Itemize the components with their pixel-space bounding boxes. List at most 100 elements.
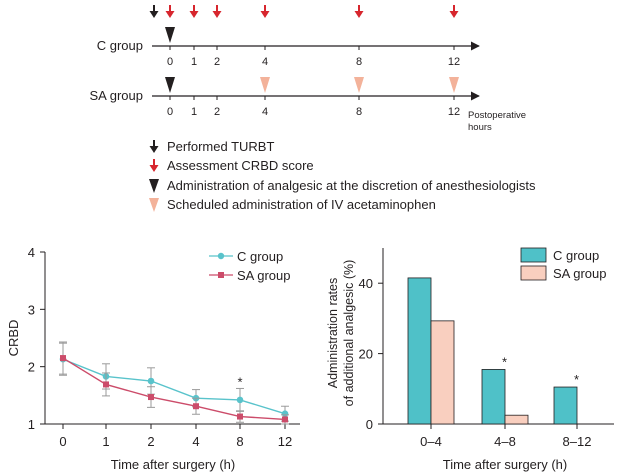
salmon-swatch-icon [520,265,547,281]
line-chart-y-ticks: 1 2 3 4 [28,245,45,432]
line-point-sa-group [237,413,243,420]
line-series-c-group [59,342,289,422]
bar-chart-annotations: ** [502,354,579,387]
line-point-sa-group [103,381,109,388]
pink-square-icon [218,272,224,278]
timeline-tick-label: 4 [262,56,268,68]
timeline-tick-label: 1 [191,56,197,68]
line-point-sa-group [282,416,288,423]
assessment-arrow-icon [449,5,459,18]
line-chart-series [59,341,289,425]
timeline-tick-label: 0 [167,56,173,68]
bar-y-tick-label: 0 [366,417,373,432]
salmon-triangle-down-icon [260,77,270,93]
assessment-arrow-icon [189,5,199,18]
line-x-tick-label: 12 [278,434,292,449]
line-chart-y-label: CRBD [6,320,21,357]
bar-c-group [553,386,578,425]
significance-star: * [574,372,579,387]
line-x-tick-label: 4 [192,434,199,449]
teal-circle-icon [217,252,225,260]
timeline-tick-label: 4 [262,106,268,118]
bar-legend-sa-group: SA group [520,265,607,281]
line-x-tick-label: 2 [147,434,154,449]
bar-x-tick-label: 0–4 [420,434,442,449]
bar-y-tick-label: 20 [359,347,373,362]
assessment-markers [165,5,459,18]
analgesic-bar-chart: 0 20 40 0–4 4–8 8–12 Administration rates of… [326,247,614,472]
assessment-arrow-icon [212,5,222,18]
salmon-triangle-down-icon [149,198,159,212]
assessment-arrow-icon [354,5,364,18]
black-triangle-down-icon [165,77,175,93]
bar-c-group [481,369,506,425]
legend-label-acetaminophen: Scheduled administration of IV acetamino… [167,197,436,212]
line-legend-c-group-label: C group [237,249,283,264]
bar-sa-group [430,320,455,425]
bar-x-tick-label: 4–8 [494,434,516,449]
timeline-c-group-label: C group [97,38,143,53]
bar-y-tick-label: 40 [359,276,373,291]
assessment-arrow-icon [165,5,175,18]
line-legend-sa-group-label: SA group [237,268,291,283]
bar-chart-x-ticks: 0–4 4–8 8–12 [420,424,591,449]
line-point-c-group [281,410,289,417]
line-path-sa-group [62,357,286,421]
legend-label-turbt: Performed TURBT [167,139,274,154]
line-x-tick-label: 8 [236,434,243,449]
legend-label-discretion-analgesic: Administration of analgesic at the discr… [167,178,536,193]
bar-chart-bars [407,277,578,425]
bar-c-group [407,277,432,425]
bar-legend-c-group: C group [520,247,599,263]
legend-item-discretion-analgesic: Administration of analgesic at the discr… [149,178,536,193]
salmon-triangle-down-icon [354,77,364,93]
bar-legend-sa-group-label: SA group [553,266,607,281]
bar-chart-y-label-line2: of additional analgesic (%) [342,260,356,407]
significance-star: * [502,354,507,369]
timeline-tick-label: 8 [356,106,362,118]
turbt-marker [149,5,159,18]
timeline-tick-label: 0 [167,106,173,118]
timeline-panel: C group 0 1 2 4 8 12 SA group 0 1 2 4 8 12 Postope… [90,5,526,133]
legend-item-acetaminophen: Scheduled administration of IV acetamino… [149,197,436,212]
bar-chart-x-label: Time after surgery (h) [443,457,568,472]
line-chart-legend: C group SA group [209,249,291,283]
timeline-c-group-ticks: 0 1 2 4 8 12 [167,46,460,68]
significance-star: * [237,374,242,389]
salmon-triangle-down-icon [449,77,459,93]
bar-sa-group [504,414,529,425]
timeline-tick-label: 2 [214,56,220,68]
timeline-axis-caption-line2: hours [468,122,492,133]
line-x-tick-label: 0 [59,434,66,449]
line-chart-x-ticks: 0 1 2 4 8 12 [59,424,292,449]
line-y-tick-label: 3 [28,302,35,317]
timeline-sa-group-ticks: 0 1 2 4 8 12 [167,96,460,118]
bar-chart-y-label-line1: Administration rates [326,278,340,388]
bar-legend-c-group-label: C group [553,248,599,263]
line-legend-sa-group: SA group [209,268,291,283]
line-point-sa-group [193,403,199,410]
timeline-c-group-markers [165,27,175,43]
line-legend-c-group: C group [209,249,283,264]
red-arrow-down-icon [149,159,159,172]
line-chart-x-label: Time after surgery (h) [111,457,236,472]
line-point-c-group [147,377,155,385]
legend-label-assessment: Assessment CRBD score [167,158,314,173]
legend-item-turbt: Performed TURBT [149,139,274,154]
timeline-sa-group-markers [165,77,459,93]
line-path-c-group [62,358,286,415]
timeline-tick-label: 1 [191,106,197,118]
teal-swatch-icon [520,247,547,263]
line-point-sa-group [60,355,66,362]
line-point-c-group [236,396,244,404]
timeline-legend: Performed TURBT Assessment CRBD score Ad… [149,139,536,212]
black-triangle-down-icon [165,27,175,43]
line-series-sa-group [59,341,289,425]
timeline-tick-label: 12 [448,106,460,118]
timeline-tick-label: 12 [448,56,460,68]
black-arrow-down-icon [149,140,159,153]
line-y-tick-label: 4 [28,245,35,260]
